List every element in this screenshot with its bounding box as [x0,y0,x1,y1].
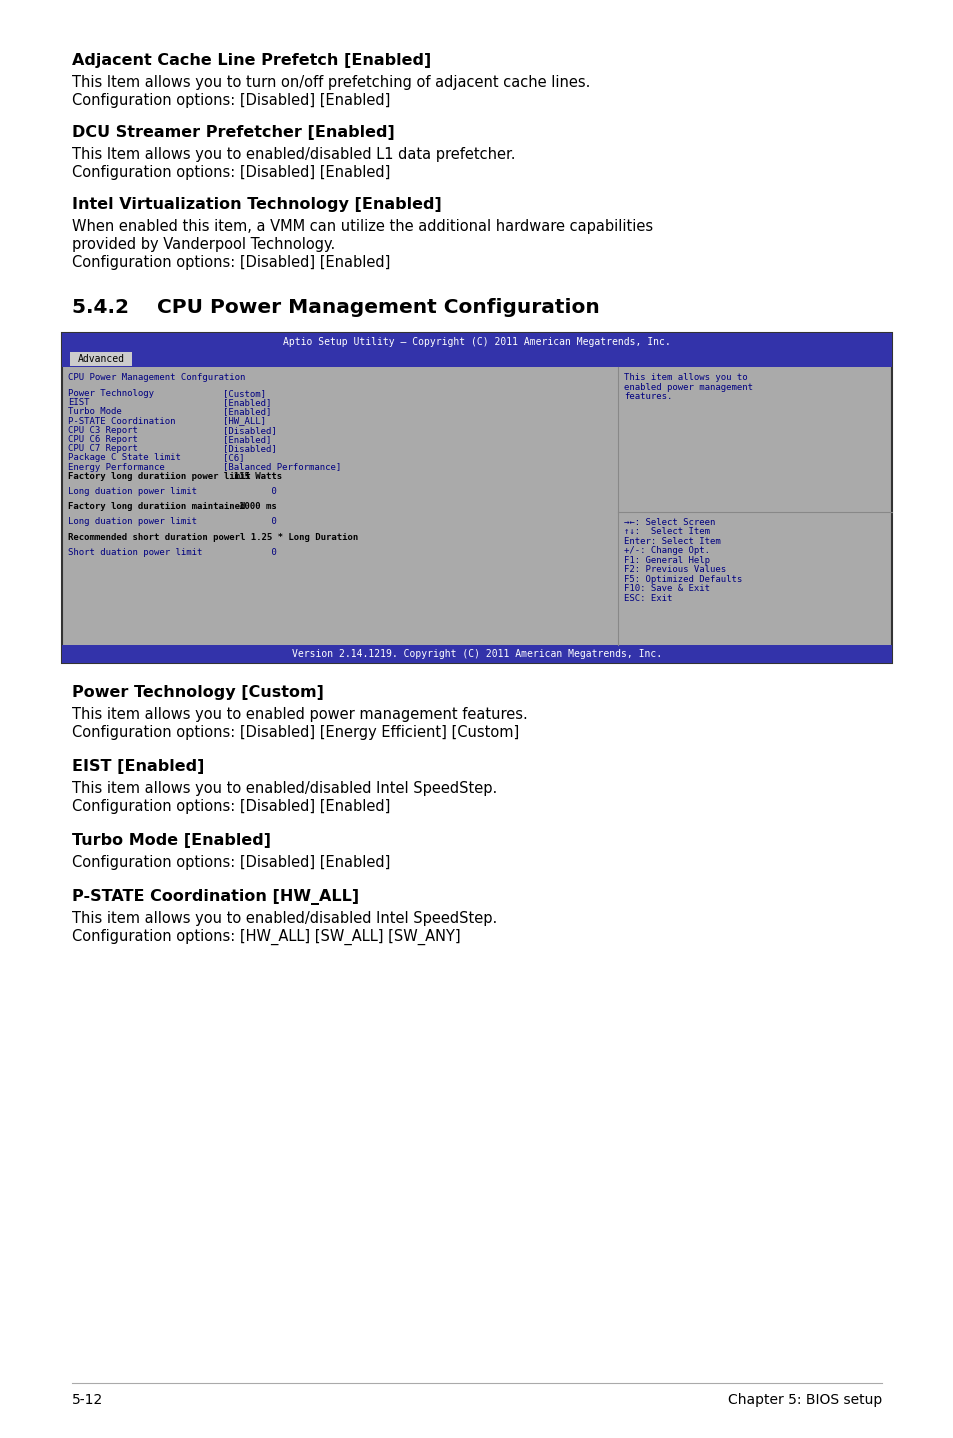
Bar [62,351,891,367]
Bar [70,352,132,367]
Text: Configuration options: [Disabled] [Enabled]: Configuration options: [Disabled] [Enabl… [71,856,390,870]
Text: Configuration options: [Disabled] [Enabled]: Configuration options: [Disabled] [Enabl… [71,165,390,180]
Text: This Item allows you to enabled/disabled L1 data prefetcher.: This Item allows you to enabled/disabled… [71,147,515,162]
Text: This item allows you to: This item allows you to [623,372,747,383]
Text: Advanced: Advanced [77,354,125,364]
Text: Long duation power limit: Long duation power limit [68,487,196,496]
Text: Turbo Mode [Enabled]: Turbo Mode [Enabled] [71,833,271,848]
Text: Recommended short duration powerl 1.25 * Long Duration: Recommended short duration powerl 1.25 *… [68,532,358,542]
Text: [Custom]: [Custom] [223,390,266,398]
Text: CPU C3 Report: CPU C3 Report [68,426,138,434]
Text: [Enabled]: [Enabled] [223,436,271,444]
Text: enabled power management: enabled power management [623,383,752,391]
Text: [Enabled]: [Enabled] [223,407,271,417]
Text: This item allows you to enabled/disabled Intel SpeedStep.: This item allows you to enabled/disabled… [71,912,497,926]
Text: P-STATE Coordination [HW_ALL]: P-STATE Coordination [HW_ALL] [71,889,358,905]
Text: 1000 ms: 1000 ms [223,502,276,510]
Text: Configuration options: [Disabled] [Enabled]: Configuration options: [Disabled] [Enabl… [71,93,390,108]
Text: This item allows you to enabled power management features.: This item allows you to enabled power ma… [71,707,527,722]
Text: 5-12: 5-12 [71,1393,103,1406]
Text: Chapter 5: BIOS setup: Chapter 5: BIOS setup [727,1393,882,1406]
Text: F1: General Help: F1: General Help [623,555,709,565]
Text: [Enabled]: [Enabled] [223,398,271,407]
Text: Short duation power limit: Short duation power limit [68,548,202,557]
Text: Configuration options: [Disabled] [Energy Efficient] [Custom]: Configuration options: [Disabled] [Energ… [71,725,518,741]
Text: [Disabled]: [Disabled] [223,426,276,434]
Text: CPU C7 Report: CPU C7 Report [68,444,138,453]
Text: [Balanced Performance]: [Balanced Performance] [223,463,341,472]
Text: [HW_ALL]: [HW_ALL] [223,417,266,426]
Text: Power Technology [Custom]: Power Technology [Custom] [71,684,323,700]
Text: ↑↓:  Select Item: ↑↓: Select Item [623,528,709,536]
Text: [C6]: [C6] [223,453,244,463]
Text: CPU Power Management Confguration: CPU Power Management Confguration [68,372,245,383]
Text: Intel Virtualization Technology [Enabled]: Intel Virtualization Technology [Enabled… [71,197,441,211]
Text: Version 2.14.1219. Copyright (C) 2011 American Megatrends, Inc.: Version 2.14.1219. Copyright (C) 2011 Am… [292,649,661,659]
Text: Enter: Select Item: Enter: Select Item [623,536,720,545]
Text: This Item allows you to turn on/off prefetching of adjacent cache lines.: This Item allows you to turn on/off pref… [71,75,590,91]
Text: F2: Previous Values: F2: Previous Values [623,565,725,574]
Text: features.: features. [623,393,672,401]
Text: 0: 0 [223,487,276,496]
Text: 0: 0 [223,548,276,557]
Text: Adjacent Cache Line Prefetch [Enabled]: Adjacent Cache Line Prefetch [Enabled] [71,53,431,68]
Text: provided by Vanderpool Technology.: provided by Vanderpool Technology. [71,237,335,252]
Bar [62,646,891,663]
Text: Factory long duratiion power limit: Factory long duratiion power limit [68,472,251,480]
Text: ESC: Exit: ESC: Exit [623,594,672,603]
Text: Power Technology: Power Technology [68,390,153,398]
Text: 0: 0 [223,518,276,526]
Text: P-STATE Coordination: P-STATE Coordination [68,417,175,426]
Text: Configuration options: [HW_ALL] [SW_ALL] [SW_ANY]: Configuration options: [HW_ALL] [SW_ALL]… [71,929,460,945]
Bar [62,334,891,663]
Text: +/-: Change Opt.: +/-: Change Opt. [623,546,709,555]
Text: Factory long duratiion maintained: Factory long duratiion maintained [68,502,245,510]
Text: F10: Save & Exit: F10: Save & Exit [623,584,709,592]
Text: Configuration options: [Disabled] [Enabled]: Configuration options: [Disabled] [Enabl… [71,800,390,814]
Text: EIST: EIST [68,398,90,407]
Text: Energy Performance: Energy Performance [68,463,165,472]
Text: Configuration options: [Disabled] [Enabled]: Configuration options: [Disabled] [Enabl… [71,255,390,270]
Text: Turbo Mode: Turbo Mode [68,407,122,417]
Text: [Disabled]: [Disabled] [223,444,276,453]
Text: 5.4.2    CPU Power Management Configuration: 5.4.2 CPU Power Management Configuration [71,298,599,316]
Text: CPU C6 Report: CPU C6 Report [68,436,138,444]
Text: F5: Optimized Defaults: F5: Optimized Defaults [623,575,741,584]
Bar [62,334,891,351]
Text: →←: Select Screen: →←: Select Screen [623,518,715,526]
Text: When enabled this item, a VMM can utilize the additional hardware capabilities: When enabled this item, a VMM can utiliz… [71,219,653,234]
Text: Long duation power limit: Long duation power limit [68,518,196,526]
Text: Aptio Setup Utility – Copyright (C) 2011 American Megatrends, Inc.: Aptio Setup Utility – Copyright (C) 2011… [283,336,670,347]
Text: 115 Watts: 115 Watts [223,472,282,480]
Text: Package C State limit: Package C State limit [68,453,181,463]
Text: This item allows you to enabled/disabled Intel SpeedStep.: This item allows you to enabled/disabled… [71,781,497,797]
Text: DCU Streamer Prefetcher [Enabled]: DCU Streamer Prefetcher [Enabled] [71,125,395,139]
Text: EIST [Enabled]: EIST [Enabled] [71,759,204,774]
